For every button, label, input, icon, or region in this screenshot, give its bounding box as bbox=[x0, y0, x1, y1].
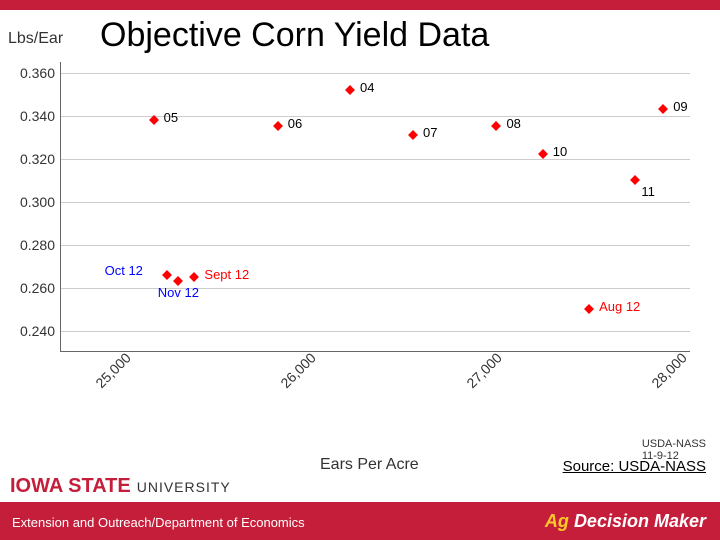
y-tick-label: 0.360 bbox=[11, 65, 55, 81]
extension-text: Extension and Outreach/Department of Eco… bbox=[12, 515, 305, 530]
top-accent-bar bbox=[0, 0, 720, 10]
data-point-label: 09 bbox=[673, 99, 687, 114]
data-point-label: Nov 12 bbox=[158, 285, 199, 300]
data-point-label: 05 bbox=[164, 110, 178, 125]
data-point-label: 06 bbox=[288, 116, 302, 131]
data-point bbox=[658, 104, 668, 114]
gridline bbox=[61, 288, 690, 289]
page-title: Objective Corn Yield Data bbox=[100, 16, 489, 55]
data-point-label: Sept 12 bbox=[204, 267, 249, 282]
university-name: UNIVERSITY bbox=[137, 479, 231, 495]
data-point-label: 11 bbox=[641, 184, 655, 199]
x-axis-label: Ears Per Acre bbox=[320, 456, 419, 474]
data-point bbox=[345, 85, 355, 95]
university-logo: IOWA STATE bbox=[10, 475, 131, 498]
x-tick-label: 25,000 bbox=[92, 350, 134, 392]
data-point-label: 07 bbox=[423, 125, 437, 140]
y-tick-label: 0.240 bbox=[11, 323, 55, 339]
gridline bbox=[61, 159, 690, 160]
gridline bbox=[61, 202, 690, 203]
plot-region: 0.2400.2600.2800.3000.3200.3400.36025,00… bbox=[60, 62, 690, 352]
data-point-label: Aug 12 bbox=[599, 299, 640, 314]
data-point bbox=[630, 175, 640, 185]
y-tick-label: 0.340 bbox=[11, 108, 55, 124]
ag-decision-maker-brand: Ag Decision Maker bbox=[545, 511, 706, 532]
data-point-label: 10 bbox=[553, 144, 567, 159]
data-point-label: 08 bbox=[506, 116, 520, 131]
data-point-label: 04 bbox=[360, 80, 374, 95]
data-point bbox=[584, 304, 594, 314]
source-attribution: Source: USDA-NASS bbox=[563, 458, 706, 475]
x-tick-label: 26,000 bbox=[278, 350, 320, 392]
x-tick-label: 27,000 bbox=[463, 350, 505, 392]
y-tick-label: 0.260 bbox=[11, 280, 55, 296]
data-point bbox=[162, 270, 172, 280]
data-point-label: Oct 12 bbox=[105, 263, 143, 278]
scatter-chart: 0.2400.2600.2800.3000.3200.3400.36025,00… bbox=[60, 62, 690, 402]
y-tick-label: 0.300 bbox=[11, 194, 55, 210]
x-tick-label: 28,000 bbox=[648, 350, 690, 392]
data-point bbox=[491, 121, 501, 131]
data-point bbox=[408, 130, 418, 140]
data-point bbox=[189, 272, 199, 282]
university-branding: IOWA STATE UNIVERSITY bbox=[10, 475, 231, 498]
data-point bbox=[273, 121, 283, 131]
gridline bbox=[61, 331, 690, 332]
y-tick-label: 0.320 bbox=[11, 151, 55, 167]
y-tick-label: 0.280 bbox=[11, 237, 55, 253]
gridline bbox=[61, 73, 690, 74]
y-axis-label: Lbs/Ear bbox=[8, 30, 63, 48]
gridline bbox=[61, 245, 690, 246]
